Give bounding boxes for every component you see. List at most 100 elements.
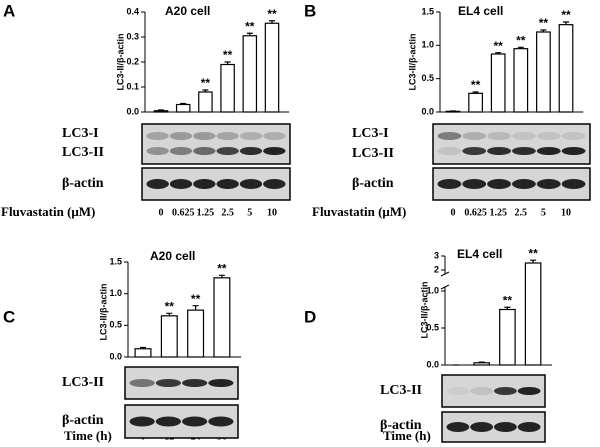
error-bar: [192, 305, 199, 311]
y-tick-label: 0.3: [126, 31, 139, 41]
bar: [242, 35, 258, 113]
blot-label: LC3-I: [352, 126, 389, 141]
blot-band: [193, 132, 216, 140]
blot-image: [432, 123, 591, 165]
y-tick-label: 2: [434, 264, 439, 274]
panel-letter: A: [3, 1, 15, 20]
error-bar: [224, 61, 231, 65]
y-tick-label: 0.5: [426, 322, 439, 332]
blot-band: [146, 179, 169, 189]
blot-band: [493, 387, 517, 395]
error-bar: [218, 274, 225, 278]
blot-band: [561, 132, 586, 140]
x-axis-label: Fluvastatin (μM): [1, 204, 95, 219]
blot-band: [462, 132, 487, 140]
bar: [513, 48, 529, 113]
error-bar: [495, 52, 502, 54]
blot-band: [487, 179, 512, 189]
y-tick-label: 1.0: [426, 285, 439, 295]
panel-letter: B: [304, 1, 316, 20]
error-bar: [246, 32, 253, 36]
blot-label: β-actin: [62, 413, 104, 428]
significance: **: [516, 34, 526, 48]
significance: **: [217, 261, 227, 275]
y-tick-label: 0.4: [126, 6, 139, 16]
blot-band: [155, 416, 181, 427]
significance: **: [561, 8, 571, 22]
blot-band: [193, 147, 216, 155]
blot-band: [239, 147, 263, 155]
error-bar: [269, 20, 275, 24]
error-bar: [478, 361, 485, 363]
y-axis-label: LC3-II/β-actin: [98, 284, 108, 341]
blot-band: [437, 132, 462, 140]
significance: **: [201, 76, 211, 90]
error-bar: [472, 91, 479, 94]
blot-label: LC3-II: [352, 146, 394, 161]
x-tick-label: 0.625: [172, 207, 195, 218]
error-bar: [504, 306, 511, 310]
bar: [499, 308, 516, 366]
x-tick-label: 2.5: [515, 207, 528, 218]
panel: B EL4 cell LC3-II/β-actin 0.0 0.5 1.0 1.5 0 ** 0.…: [304, 1, 591, 219]
blot-label: LC3-II: [62, 145, 104, 160]
blot-band: [462, 179, 487, 189]
blot-band: [239, 179, 263, 189]
x-tick-label: 5: [541, 207, 546, 218]
blot-label: LC3-II: [62, 375, 104, 390]
blot-label: LC3-I: [62, 126, 99, 141]
x-tick-label: 0.625: [464, 207, 487, 218]
bar: [213, 277, 231, 358]
bar: [524, 262, 542, 366]
significance: **: [471, 78, 481, 92]
blot-band: [470, 387, 494, 395]
y-tick-label: 0.5: [109, 320, 122, 330]
panel-letter: C: [3, 307, 15, 326]
blot-band: [239, 132, 263, 140]
blot-band: [169, 132, 193, 140]
blot-band: [511, 179, 536, 189]
y-axis-label: LC3-II/β-actin: [419, 282, 429, 339]
significance: **: [267, 7, 277, 21]
error-bar: [540, 29, 547, 32]
y-tick-label: 0.2: [126, 56, 139, 66]
blot-band: [536, 179, 561, 189]
blot-band: [182, 379, 208, 387]
panel: A A20 cell LC3-II/β-actin 0.0 0.1 0.2 0.3 0.4 0 0…: [1, 1, 291, 219]
blot-band: [511, 147, 536, 155]
y-tick-label: 0.5: [421, 73, 434, 83]
blot-band: [437, 179, 462, 189]
panel-letter: D: [304, 307, 316, 326]
y-tick-label: 0.0: [126, 106, 139, 116]
x-tick-label: 5: [247, 207, 252, 218]
x-tick-label: 10: [267, 207, 277, 218]
y-tick-label: 1.5: [421, 6, 434, 16]
error-bar: [180, 102, 187, 105]
error-bar: [530, 259, 537, 263]
x-tick-label: 10: [561, 207, 571, 218]
blot-band: [561, 179, 586, 189]
x-tick-label: 1.25: [489, 207, 507, 218]
y-axis-label: LC3-II/β-actin: [407, 34, 417, 91]
blot-band: [169, 179, 193, 189]
bar: [558, 24, 574, 113]
significance: **: [539, 16, 549, 30]
blot-band: [208, 379, 234, 387]
bar: [175, 103, 191, 113]
x-tick-label: 2.5: [221, 207, 234, 218]
bar: [264, 22, 280, 113]
bar: [220, 63, 235, 113]
blot-band: [487, 132, 512, 140]
error-bar: [563, 21, 569, 25]
bar: [490, 53, 506, 113]
blot-band: [470, 422, 494, 432]
x-tick-label: 0: [159, 207, 164, 218]
significance: **: [245, 19, 255, 33]
significance: **: [494, 39, 504, 53]
blot-band: [129, 416, 155, 427]
blot-band: [511, 132, 536, 140]
significance: **: [528, 246, 538, 260]
bar: [468, 92, 483, 113]
error-bar: [166, 312, 173, 316]
x-tick-label: 1.25: [197, 207, 215, 218]
